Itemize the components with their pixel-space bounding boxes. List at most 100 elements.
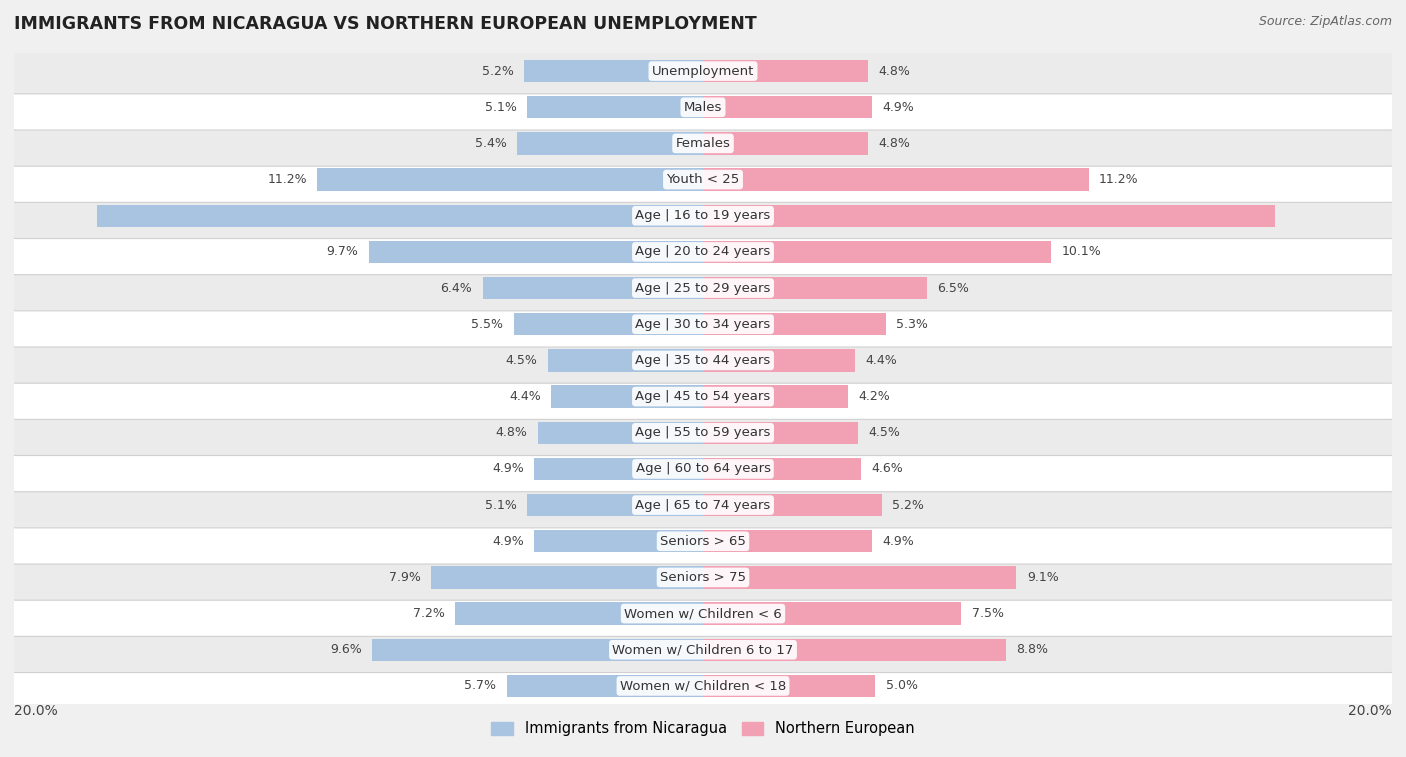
Bar: [368, 241, 703, 263]
Text: 20.0%: 20.0%: [1348, 704, 1392, 718]
Text: Source: ZipAtlas.com: Source: ZipAtlas.com: [1258, 15, 1392, 28]
Text: Age | 60 to 64 years: Age | 60 to 64 years: [636, 463, 770, 475]
FancyBboxPatch shape: [11, 193, 1395, 238]
Bar: [534, 458, 703, 480]
Bar: [517, 132, 703, 154]
Text: Women w/ Children 6 to 17: Women w/ Children 6 to 17: [613, 643, 793, 656]
FancyBboxPatch shape: [11, 338, 1395, 383]
Bar: [703, 530, 872, 553]
Text: 4.6%: 4.6%: [872, 463, 904, 475]
FancyBboxPatch shape: [11, 120, 1395, 167]
Bar: [703, 60, 869, 83]
Text: 11.2%: 11.2%: [267, 173, 307, 186]
FancyBboxPatch shape: [11, 301, 1395, 347]
Text: 5.5%: 5.5%: [471, 318, 503, 331]
Text: 5.1%: 5.1%: [485, 499, 517, 512]
Text: 8.8%: 8.8%: [1017, 643, 1049, 656]
FancyBboxPatch shape: [11, 519, 1395, 564]
Text: 11.2%: 11.2%: [1099, 173, 1139, 186]
Legend: Immigrants from Nicaragua, Northern European: Immigrants from Nicaragua, Northern Euro…: [485, 715, 921, 743]
Bar: [703, 494, 882, 516]
Text: Women w/ Children < 6: Women w/ Children < 6: [624, 607, 782, 620]
Text: 5.0%: 5.0%: [886, 680, 918, 693]
FancyBboxPatch shape: [11, 157, 1395, 202]
Text: Seniors > 65: Seniors > 65: [659, 534, 747, 548]
Bar: [534, 530, 703, 553]
Text: 5.3%: 5.3%: [896, 318, 928, 331]
Bar: [703, 241, 1050, 263]
FancyBboxPatch shape: [11, 663, 1395, 709]
Text: Age | 25 to 29 years: Age | 25 to 29 years: [636, 282, 770, 294]
FancyBboxPatch shape: [11, 446, 1395, 492]
Bar: [482, 277, 703, 299]
Text: IMMIGRANTS FROM NICARAGUA VS NORTHERN EUROPEAN UNEMPLOYMENT: IMMIGRANTS FROM NICARAGUA VS NORTHERN EU…: [14, 15, 756, 33]
Text: 4.4%: 4.4%: [509, 390, 541, 403]
Bar: [703, 566, 1017, 589]
Text: 4.4%: 4.4%: [865, 354, 897, 367]
Bar: [703, 385, 848, 408]
Text: 9.1%: 9.1%: [1026, 571, 1059, 584]
Text: Women w/ Children < 18: Women w/ Children < 18: [620, 680, 786, 693]
Text: 5.1%: 5.1%: [485, 101, 517, 114]
Bar: [373, 639, 703, 661]
Text: 7.5%: 7.5%: [972, 607, 1004, 620]
Bar: [703, 168, 1088, 191]
Bar: [703, 603, 962, 625]
Text: 4.5%: 4.5%: [869, 426, 900, 439]
Text: 5.4%: 5.4%: [475, 137, 506, 150]
Text: 9.7%: 9.7%: [326, 245, 359, 258]
Bar: [548, 349, 703, 372]
Bar: [513, 313, 703, 335]
Text: 6.4%: 6.4%: [440, 282, 472, 294]
Text: Age | 45 to 54 years: Age | 45 to 54 years: [636, 390, 770, 403]
Bar: [703, 349, 855, 372]
Text: 4.8%: 4.8%: [879, 137, 911, 150]
FancyBboxPatch shape: [11, 374, 1395, 419]
FancyBboxPatch shape: [11, 265, 1395, 311]
Text: 4.5%: 4.5%: [506, 354, 537, 367]
FancyBboxPatch shape: [11, 482, 1395, 528]
FancyBboxPatch shape: [11, 555, 1395, 600]
Bar: [527, 494, 703, 516]
Text: 20.0%: 20.0%: [14, 704, 58, 718]
Text: Age | 20 to 24 years: Age | 20 to 24 years: [636, 245, 770, 258]
Text: 4.8%: 4.8%: [879, 64, 911, 77]
Text: Age | 55 to 59 years: Age | 55 to 59 years: [636, 426, 770, 439]
Bar: [703, 204, 1275, 227]
Text: 4.9%: 4.9%: [882, 101, 914, 114]
Bar: [703, 96, 872, 118]
Text: 5.7%: 5.7%: [464, 680, 496, 693]
Bar: [703, 132, 869, 154]
Bar: [430, 566, 703, 589]
Bar: [537, 422, 703, 444]
Text: 9.6%: 9.6%: [330, 643, 361, 656]
Text: 4.2%: 4.2%: [858, 390, 890, 403]
Text: 7.9%: 7.9%: [388, 571, 420, 584]
Text: Age | 30 to 34 years: Age | 30 to 34 years: [636, 318, 770, 331]
Text: Age | 35 to 44 years: Age | 35 to 44 years: [636, 354, 770, 367]
Bar: [97, 204, 703, 227]
Text: 17.6%: 17.6%: [645, 209, 689, 223]
Text: 5.2%: 5.2%: [482, 64, 513, 77]
Bar: [527, 96, 703, 118]
Bar: [506, 674, 703, 697]
Text: 5.2%: 5.2%: [893, 499, 924, 512]
FancyBboxPatch shape: [11, 229, 1395, 275]
Text: Youth < 25: Youth < 25: [666, 173, 740, 186]
FancyBboxPatch shape: [11, 410, 1395, 456]
Bar: [456, 603, 703, 625]
Bar: [703, 313, 886, 335]
Text: Females: Females: [675, 137, 731, 150]
Text: 6.5%: 6.5%: [938, 282, 969, 294]
Text: Unemployment: Unemployment: [652, 64, 754, 77]
FancyBboxPatch shape: [11, 48, 1395, 94]
Text: 16.6%: 16.6%: [717, 209, 761, 223]
Text: Males: Males: [683, 101, 723, 114]
Bar: [703, 422, 858, 444]
Bar: [318, 168, 703, 191]
Bar: [703, 458, 862, 480]
Text: 4.9%: 4.9%: [882, 534, 914, 548]
Bar: [703, 277, 927, 299]
Text: 10.1%: 10.1%: [1062, 245, 1101, 258]
Text: Age | 65 to 74 years: Age | 65 to 74 years: [636, 499, 770, 512]
